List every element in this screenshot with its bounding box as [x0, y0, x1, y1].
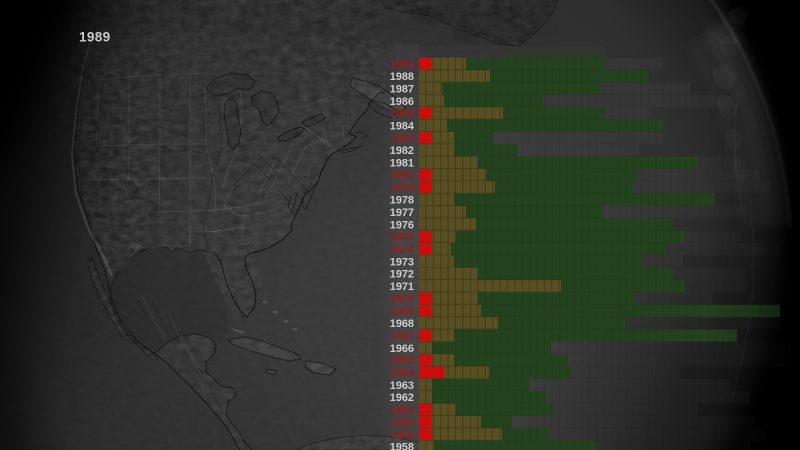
svg-text:1981: 1981 — [390, 158, 414, 170]
svg-text:1972: 1972 — [390, 269, 414, 281]
svg-text:1980: 1980 — [390, 170, 414, 182]
svg-text:1975: 1975 — [390, 232, 414, 244]
svg-text:1969: 1969 — [390, 306, 414, 318]
svg-text:1958: 1958 — [390, 442, 414, 450]
svg-text:1983: 1983 — [390, 133, 414, 145]
svg-text:1985: 1985 — [390, 108, 414, 120]
svg-text:1976: 1976 — [390, 219, 414, 231]
svg-text:1989: 1989 — [390, 59, 414, 71]
svg-text:1971: 1971 — [390, 281, 414, 293]
svg-text:1974: 1974 — [390, 244, 414, 256]
svg-text:1987: 1987 — [390, 83, 414, 95]
svg-text:1967: 1967 — [390, 330, 414, 342]
svg-text:1984: 1984 — [390, 121, 414, 133]
svg-text:1970: 1970 — [390, 293, 414, 305]
svg-text:1964: 1964 — [390, 368, 414, 380]
svg-text:1963: 1963 — [390, 380, 414, 392]
svg-text:1978: 1978 — [390, 195, 414, 207]
svg-text:1988: 1988 — [390, 71, 414, 83]
svg-text:1977: 1977 — [390, 207, 414, 219]
svg-text:1982: 1982 — [390, 145, 414, 157]
svg-text:1962: 1962 — [390, 392, 414, 404]
svg-text:1966: 1966 — [390, 343, 414, 355]
svg-text:1989: 1989 — [79, 30, 111, 45]
svg-text:1986: 1986 — [390, 96, 414, 108]
svg-text:1961: 1961 — [390, 405, 414, 417]
svg-text:1965: 1965 — [390, 355, 414, 367]
svg-text:1960: 1960 — [390, 417, 414, 429]
svg-text:1973: 1973 — [390, 256, 414, 268]
svg-text:1959: 1959 — [390, 429, 414, 441]
svg-text:1979: 1979 — [390, 182, 414, 194]
svg-text:1968: 1968 — [390, 318, 414, 330]
